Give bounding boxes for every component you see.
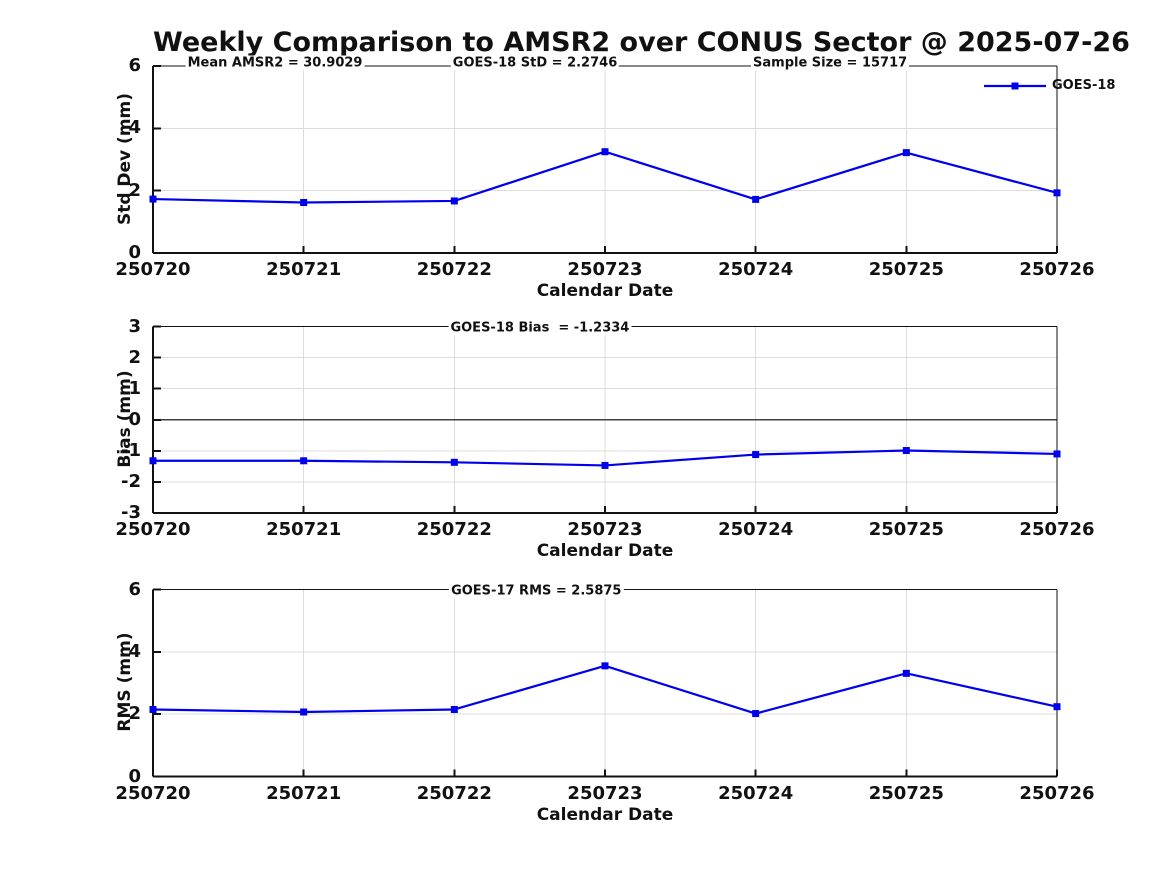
y-tick-label: 0 [128,765,141,787]
annotation-goes18-bias: GOES-18 Bias = -1.2334 [448,320,632,335]
data-point-marker [149,705,157,713]
x-tick-label: 250726 [1019,259,1095,280]
x-tick-label: 250720 [115,259,191,280]
x-tick-label: 250721 [266,782,342,804]
y-axis-label-stddev: Std Dev (mm) [115,92,135,225]
y-tick-label: 3 [128,315,141,337]
data-point-marker [902,447,910,455]
x-tick-label: 250725 [868,519,944,540]
data-point-marker [450,705,458,713]
x-tick-label: 250723 [567,519,643,540]
y-tick-label: 0 [128,242,141,263]
x-tick-label: 250720 [115,782,191,804]
x-tick-label: 250722 [416,782,492,804]
figure-title: Weekly Comparison to AMSR2 over CONUS Se… [153,27,1130,58]
annotation-sample-size: Sample Size = 15717 [751,55,910,71]
data-point-marker [601,148,609,156]
data-point-marker [601,461,609,469]
y-tick-label: 2 [128,179,141,201]
y-tick-label: -3 [121,502,141,523]
x-tick-label: 250720 [115,519,191,540]
data-point-marker [450,458,458,466]
annotation-goes17-rms: GOES-17 RMS = 2.5875 [449,583,624,598]
data-point-marker [149,195,157,203]
data-point-marker [902,669,910,677]
data-point-marker [1053,450,1061,458]
data-point-marker [450,197,458,205]
y-axis-label-rms: RMS (mm) [115,632,135,732]
y-tick-label: -1 [121,439,141,461]
x-tick-label: 250721 [266,259,342,280]
x-tick-label: 250722 [416,519,492,540]
data-point-marker [300,199,308,207]
data-point-marker [752,451,760,459]
data-point-marker [300,708,308,716]
x-tick-label: 250721 [266,519,342,540]
data-point-marker [149,457,157,465]
annotation-goes18-std: GOES-18 StD = 2.2746 [450,55,620,71]
x-tick-label: 250726 [1019,519,1095,540]
x-axis-label-calendar-date-1: Calendar Date [536,281,674,301]
x-tick-label: 250724 [718,519,794,540]
y-tick-label: 2 [128,703,141,725]
legend-label-goes18: GOES-18 [1052,78,1116,93]
data-point-marker [902,149,910,157]
x-axis-label-calendar-date-3: Calendar Date [536,804,674,825]
x-tick-label: 250724 [718,782,794,804]
x-tick-label: 250725 [868,259,944,280]
x-tick-label: 250725 [868,782,944,804]
y-tick-label: -2 [121,470,141,492]
data-point-marker [1053,189,1061,197]
y-tick-label: 0 [128,408,141,430]
data-point-marker [752,710,760,718]
x-tick-label: 250726 [1019,782,1095,804]
y-tick-label: 1 [128,377,141,399]
x-tick-label: 250723 [567,782,643,804]
y-tick-label: 4 [128,640,141,662]
data-point-marker [1053,703,1061,711]
x-tick-label: 250723 [567,259,643,280]
data-point-marker [300,457,308,465]
data-point-marker [601,662,609,670]
legend-marker-sample [1011,82,1019,90]
y-tick-label: 4 [128,117,141,139]
y-tick-label: 6 [128,578,141,600]
y-tick-label: 6 [128,55,141,76]
annotation-mean-amsr2: Mean AMSR2 = 30.9029 [185,55,365,71]
x-tick-label: 250724 [718,259,794,280]
x-axis-label-calendar-date-2: Calendar Date [536,541,674,561]
x-tick-label: 250722 [416,259,492,280]
y-tick-label: 2 [128,346,141,368]
data-point-marker [752,195,760,203]
